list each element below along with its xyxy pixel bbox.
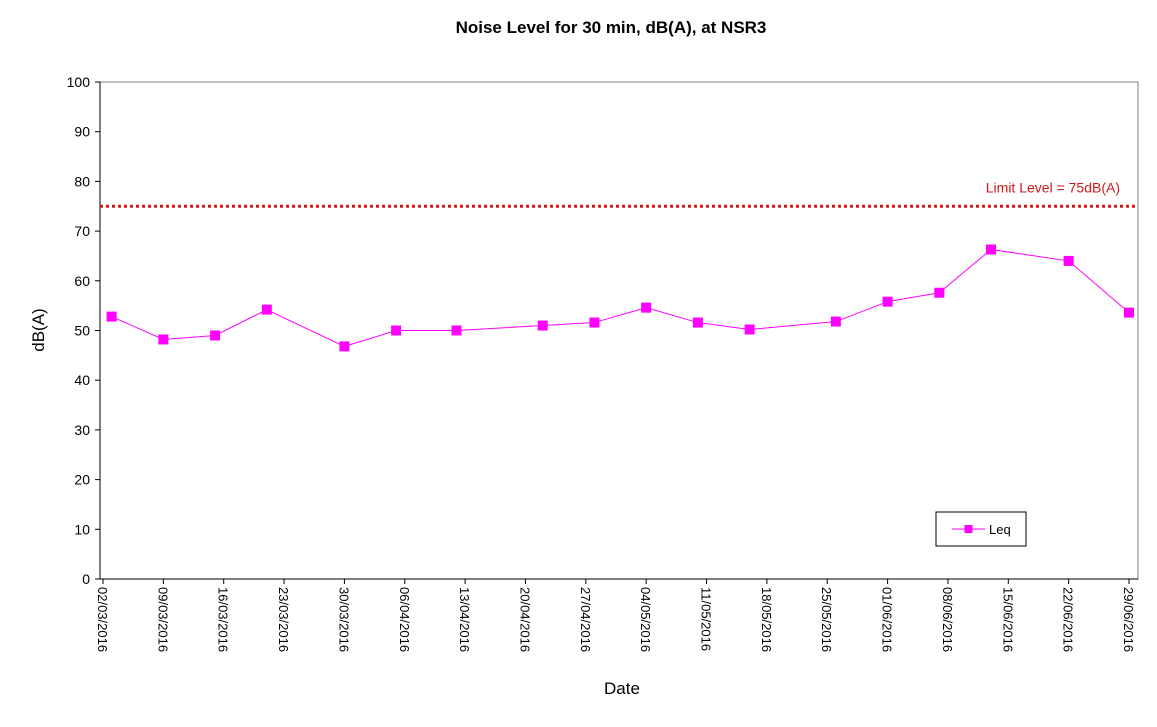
data-point-leq [1063,255,1074,266]
legend-label-leq: Leq [989,522,1011,537]
x-tick-label: 08/06/2016 [940,587,955,652]
series-leq [106,244,1134,352]
data-point-leq [692,317,703,328]
x-tick-label: 06/04/2016 [397,587,412,652]
data-point-leq [744,324,755,335]
x-tick-label: 15/06/2016 [1000,587,1015,652]
y-tick-label: 30 [74,422,90,438]
x-tick-label: 22/06/2016 [1061,587,1076,652]
x-axis-label: Date [604,679,640,698]
data-point-leq [451,325,462,336]
y-tick-label: 60 [74,273,90,289]
y-axis: 0 10 20 30 40 50 60 70 80 90 100 [67,74,101,587]
x-tick-label: 30/03/2016 [336,587,351,652]
data-point-leq [391,325,402,336]
data-point-leq [210,330,221,341]
data-point-leq [589,317,600,328]
y-tick-label: 90 [74,124,90,140]
data-point-leq [261,304,272,315]
x-axis: 02/03/2016 09/03/2016 16/03/2016 23/03/2016… [95,578,1138,652]
x-tick-label: 29/06/2016 [1121,587,1136,652]
y-tick-label: 70 [74,223,90,239]
y-tick-label: 100 [67,74,91,90]
data-point-leq [1124,307,1134,318]
y-tick-label: 50 [74,323,90,339]
x-tick-label: 11/05/2016 [699,587,714,651]
data-point-leq [986,244,997,255]
x-tick-label: 02/03/2016 [95,587,110,652]
legend-box [935,511,1027,547]
x-tick-label: 01/06/2016 [880,587,895,652]
data-point-leq [339,341,350,352]
data-point-leq [537,320,548,331]
y-tick-label: 10 [74,521,90,537]
data-point-leq [641,302,652,313]
x-tick-label: 16/03/2016 [216,587,231,652]
chart-title: Noise Level for 30 min, dB(A), at NSR3 [456,18,767,37]
x-tick-label: 13/04/2016 [457,587,472,652]
data-point-leq [106,311,117,322]
x-tick-label: 18/05/2016 [759,587,774,652]
x-tick-label: 25/05/2016 [819,587,834,652]
limit-line-label: Limit Level = 75dB(A) [986,179,1120,195]
x-tick-label: 04/05/2016 [638,587,653,652]
y-axis-label: dB(A) [29,308,48,351]
series-line-leq [111,248,1130,347]
x-tick-label: 23/03/2016 [276,587,291,652]
data-point-leq [882,296,893,307]
x-tick-label: 20/04/2016 [517,587,532,652]
data-point-leq [830,316,841,327]
legend: Leq [935,511,1027,547]
legend-marker-leq [964,525,973,533]
x-tick-label: 27/04/2016 [578,587,593,652]
data-point-leq [934,287,945,298]
data-point-leq [158,334,169,345]
y-tick-label: 80 [74,173,90,189]
y-tick-label: 0 [82,571,90,587]
y-tick-label: 40 [74,372,90,388]
plot-area [99,81,1139,580]
limit-line-group: Limit Level = 75dB(A) [100,179,1138,208]
y-tick-label: 20 [74,472,90,488]
x-tick-label: 09/03/2016 [155,587,170,652]
